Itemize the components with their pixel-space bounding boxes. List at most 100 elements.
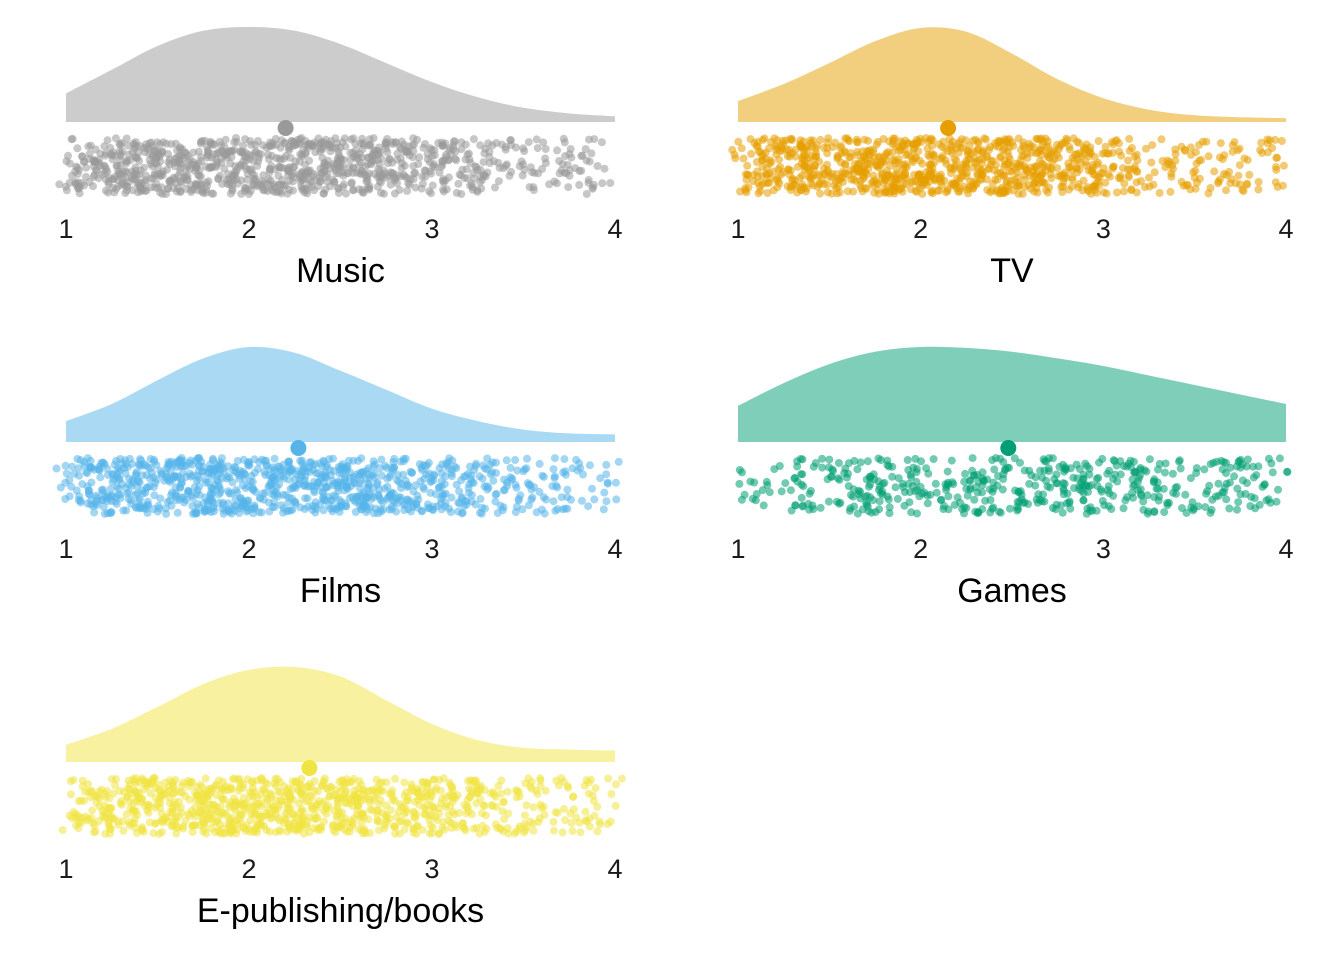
panel-4: 1 2 3 4E-publishing/books xyxy=(58,666,626,930)
rain-point xyxy=(370,151,379,159)
rain-point xyxy=(565,150,574,158)
rain-point xyxy=(395,185,404,194)
rain-point xyxy=(360,824,368,833)
panel-title: Games xyxy=(957,572,1067,610)
rain-point xyxy=(455,808,464,817)
rain-point xyxy=(235,474,244,483)
rain-point xyxy=(888,156,897,165)
rain-point xyxy=(454,498,463,507)
rain-point xyxy=(606,179,615,187)
rain-point xyxy=(511,143,520,152)
rain-point xyxy=(853,148,862,156)
rain-point xyxy=(153,146,162,155)
rain-point xyxy=(559,804,568,813)
rain-point xyxy=(1037,159,1046,168)
rain-point xyxy=(424,504,433,512)
rain-point xyxy=(124,495,133,504)
rain-point xyxy=(1081,459,1090,468)
rain-point xyxy=(853,138,862,147)
rain-point xyxy=(203,146,212,155)
rain-point xyxy=(550,472,559,481)
rain-point xyxy=(500,815,509,824)
rain-point xyxy=(170,155,179,163)
rain-point xyxy=(274,187,283,196)
rain-point xyxy=(86,463,95,472)
rain-point xyxy=(1243,455,1252,464)
rain-point xyxy=(226,785,235,793)
rain-point xyxy=(496,824,505,833)
rain-point xyxy=(389,458,398,466)
rain-point xyxy=(293,824,302,833)
rain-point xyxy=(1222,458,1230,467)
rain-point xyxy=(369,462,378,471)
rain-point xyxy=(529,819,537,828)
x-tick-label: 4 xyxy=(607,854,622,884)
rain-point xyxy=(425,187,434,196)
rain-point xyxy=(900,501,909,510)
rain-point xyxy=(801,187,810,196)
rain-point xyxy=(557,166,566,175)
rain-point xyxy=(856,494,865,503)
rain-point xyxy=(578,151,587,160)
rain-point xyxy=(774,165,783,174)
rain-point xyxy=(457,476,466,485)
rain-point xyxy=(1009,141,1018,150)
rain-point xyxy=(527,485,536,494)
rain-point xyxy=(533,144,542,153)
rain-point xyxy=(751,496,760,505)
rain-point xyxy=(417,184,426,193)
rain-point xyxy=(611,801,620,810)
rain-point xyxy=(539,472,548,481)
rain-point xyxy=(1207,505,1216,514)
rain-point xyxy=(568,827,577,835)
rain-point xyxy=(1218,155,1227,164)
rain-point xyxy=(215,137,224,146)
rain-point xyxy=(142,471,151,479)
rain-point xyxy=(233,179,242,188)
rain-point xyxy=(75,818,84,827)
rain-point xyxy=(256,790,265,799)
rain-point xyxy=(882,150,891,159)
rain-point xyxy=(303,494,312,503)
rain-point xyxy=(1081,158,1090,167)
rain-point xyxy=(498,807,507,816)
rain-point xyxy=(404,147,413,156)
rain-point xyxy=(550,454,559,463)
rain-point xyxy=(181,792,190,801)
rain-point xyxy=(785,152,794,161)
rain-point xyxy=(1036,466,1045,475)
rain-points xyxy=(735,454,1292,518)
rain-point xyxy=(1045,183,1054,192)
rain-point xyxy=(195,796,204,805)
rain-point xyxy=(339,180,348,189)
rain-point xyxy=(857,184,866,193)
x-tick-label: 2 xyxy=(241,854,256,884)
rain-point xyxy=(561,816,570,825)
rain-point xyxy=(449,141,458,150)
rain-point xyxy=(929,455,938,464)
rain-point xyxy=(284,498,293,507)
rain-point xyxy=(125,780,134,789)
rain-point xyxy=(906,152,915,161)
rain-point xyxy=(153,138,162,147)
rain-point xyxy=(941,144,950,153)
rain-point xyxy=(310,186,319,195)
rain-point xyxy=(877,456,885,465)
rain-point xyxy=(336,787,345,796)
rain-point xyxy=(383,135,392,143)
rain-point xyxy=(864,507,873,516)
rain-point xyxy=(168,789,177,798)
rain-point xyxy=(255,493,264,502)
rain-point xyxy=(131,152,140,161)
rain-point xyxy=(436,499,445,508)
rain-point xyxy=(127,819,136,828)
rain-point xyxy=(290,138,299,147)
rain-point xyxy=(1068,173,1077,182)
rain-point xyxy=(963,491,972,500)
rain-point xyxy=(62,186,71,195)
rain-point xyxy=(322,809,331,818)
rain-point xyxy=(1260,480,1269,489)
rain-point xyxy=(1254,178,1263,186)
rain-point xyxy=(823,149,832,158)
rain-point xyxy=(447,818,455,827)
